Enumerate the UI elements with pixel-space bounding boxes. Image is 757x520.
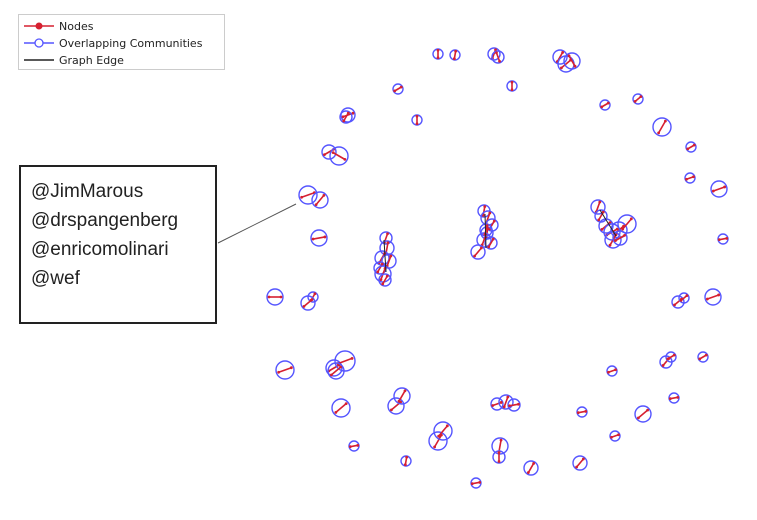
community-node	[327, 362, 345, 380]
community-node	[563, 52, 581, 70]
community-node	[266, 288, 284, 306]
callout-handle: @enricomolinari	[31, 239, 169, 260]
community-node	[470, 244, 486, 260]
community-node	[612, 230, 628, 246]
community-node	[492, 450, 506, 464]
callout-box: @JimMarous @drspangenberg @enricomolinar…	[19, 165, 217, 324]
community-node	[717, 233, 729, 245]
callout-handle: @wef	[31, 268, 80, 289]
community-node	[392, 83, 404, 95]
callout-handle: @drspangenberg	[31, 210, 179, 231]
community-node	[678, 292, 690, 304]
community-node	[606, 365, 618, 377]
community-node	[668, 392, 680, 404]
community-node	[484, 236, 498, 250]
community-node	[490, 397, 504, 411]
community-node	[411, 114, 423, 126]
community-node	[300, 295, 316, 311]
community-node	[393, 387, 411, 405]
community-node	[491, 50, 505, 64]
community-node	[432, 48, 444, 60]
community-node	[298, 185, 318, 205]
community-node	[523, 460, 539, 476]
graph-edge	[383, 239, 387, 273]
community-node	[652, 117, 672, 137]
community-node	[572, 455, 588, 471]
community-node	[470, 477, 482, 489]
callout-handle: @JimMarous	[31, 181, 144, 202]
callout-connector	[217, 203, 297, 244]
community-node	[634, 405, 652, 423]
community-node	[665, 351, 677, 363]
community-node	[576, 406, 588, 418]
community-node	[685, 141, 697, 153]
legend-item-nodes: Nodes	[19, 19, 224, 35]
legend-label-edge: Graph Edge	[59, 54, 124, 67]
community-node	[339, 110, 353, 124]
legend-item-edge: Graph Edge	[19, 53, 224, 69]
community-node	[433, 421, 453, 441]
clusters-group	[266, 47, 729, 489]
community-node	[697, 351, 709, 363]
community-node	[378, 273, 392, 287]
community-node	[498, 394, 514, 410]
community-node	[609, 430, 621, 442]
edge-marker-icon	[24, 59, 54, 61]
community-node	[552, 49, 568, 65]
community-node	[506, 80, 518, 92]
community-node	[599, 99, 611, 111]
community-node	[334, 350, 356, 372]
community-node	[710, 180, 728, 198]
community-node	[329, 146, 349, 166]
community-node	[428, 431, 448, 451]
community-marker-icon	[24, 38, 54, 48]
legend-label-communities: Overlapping Communities	[59, 37, 203, 50]
legend-item-communities: Overlapping Communities	[19, 36, 224, 52]
community-node	[275, 360, 295, 380]
legend-label-nodes: Nodes	[59, 20, 94, 33]
community-node	[617, 214, 637, 234]
community-node	[331, 398, 351, 418]
community-node	[632, 93, 644, 105]
graph-edge	[599, 209, 617, 237]
community-node	[310, 229, 328, 247]
legend: Nodes Overlapping Communities Graph Edge	[18, 14, 225, 70]
community-node	[400, 455, 412, 467]
community-node	[704, 288, 722, 306]
community-node	[311, 191, 329, 209]
community-node	[449, 49, 461, 61]
node-marker-icon	[24, 22, 54, 30]
community-node	[684, 172, 696, 184]
community-node	[507, 398, 521, 412]
graph-edge	[484, 213, 487, 249]
community-node	[348, 440, 360, 452]
